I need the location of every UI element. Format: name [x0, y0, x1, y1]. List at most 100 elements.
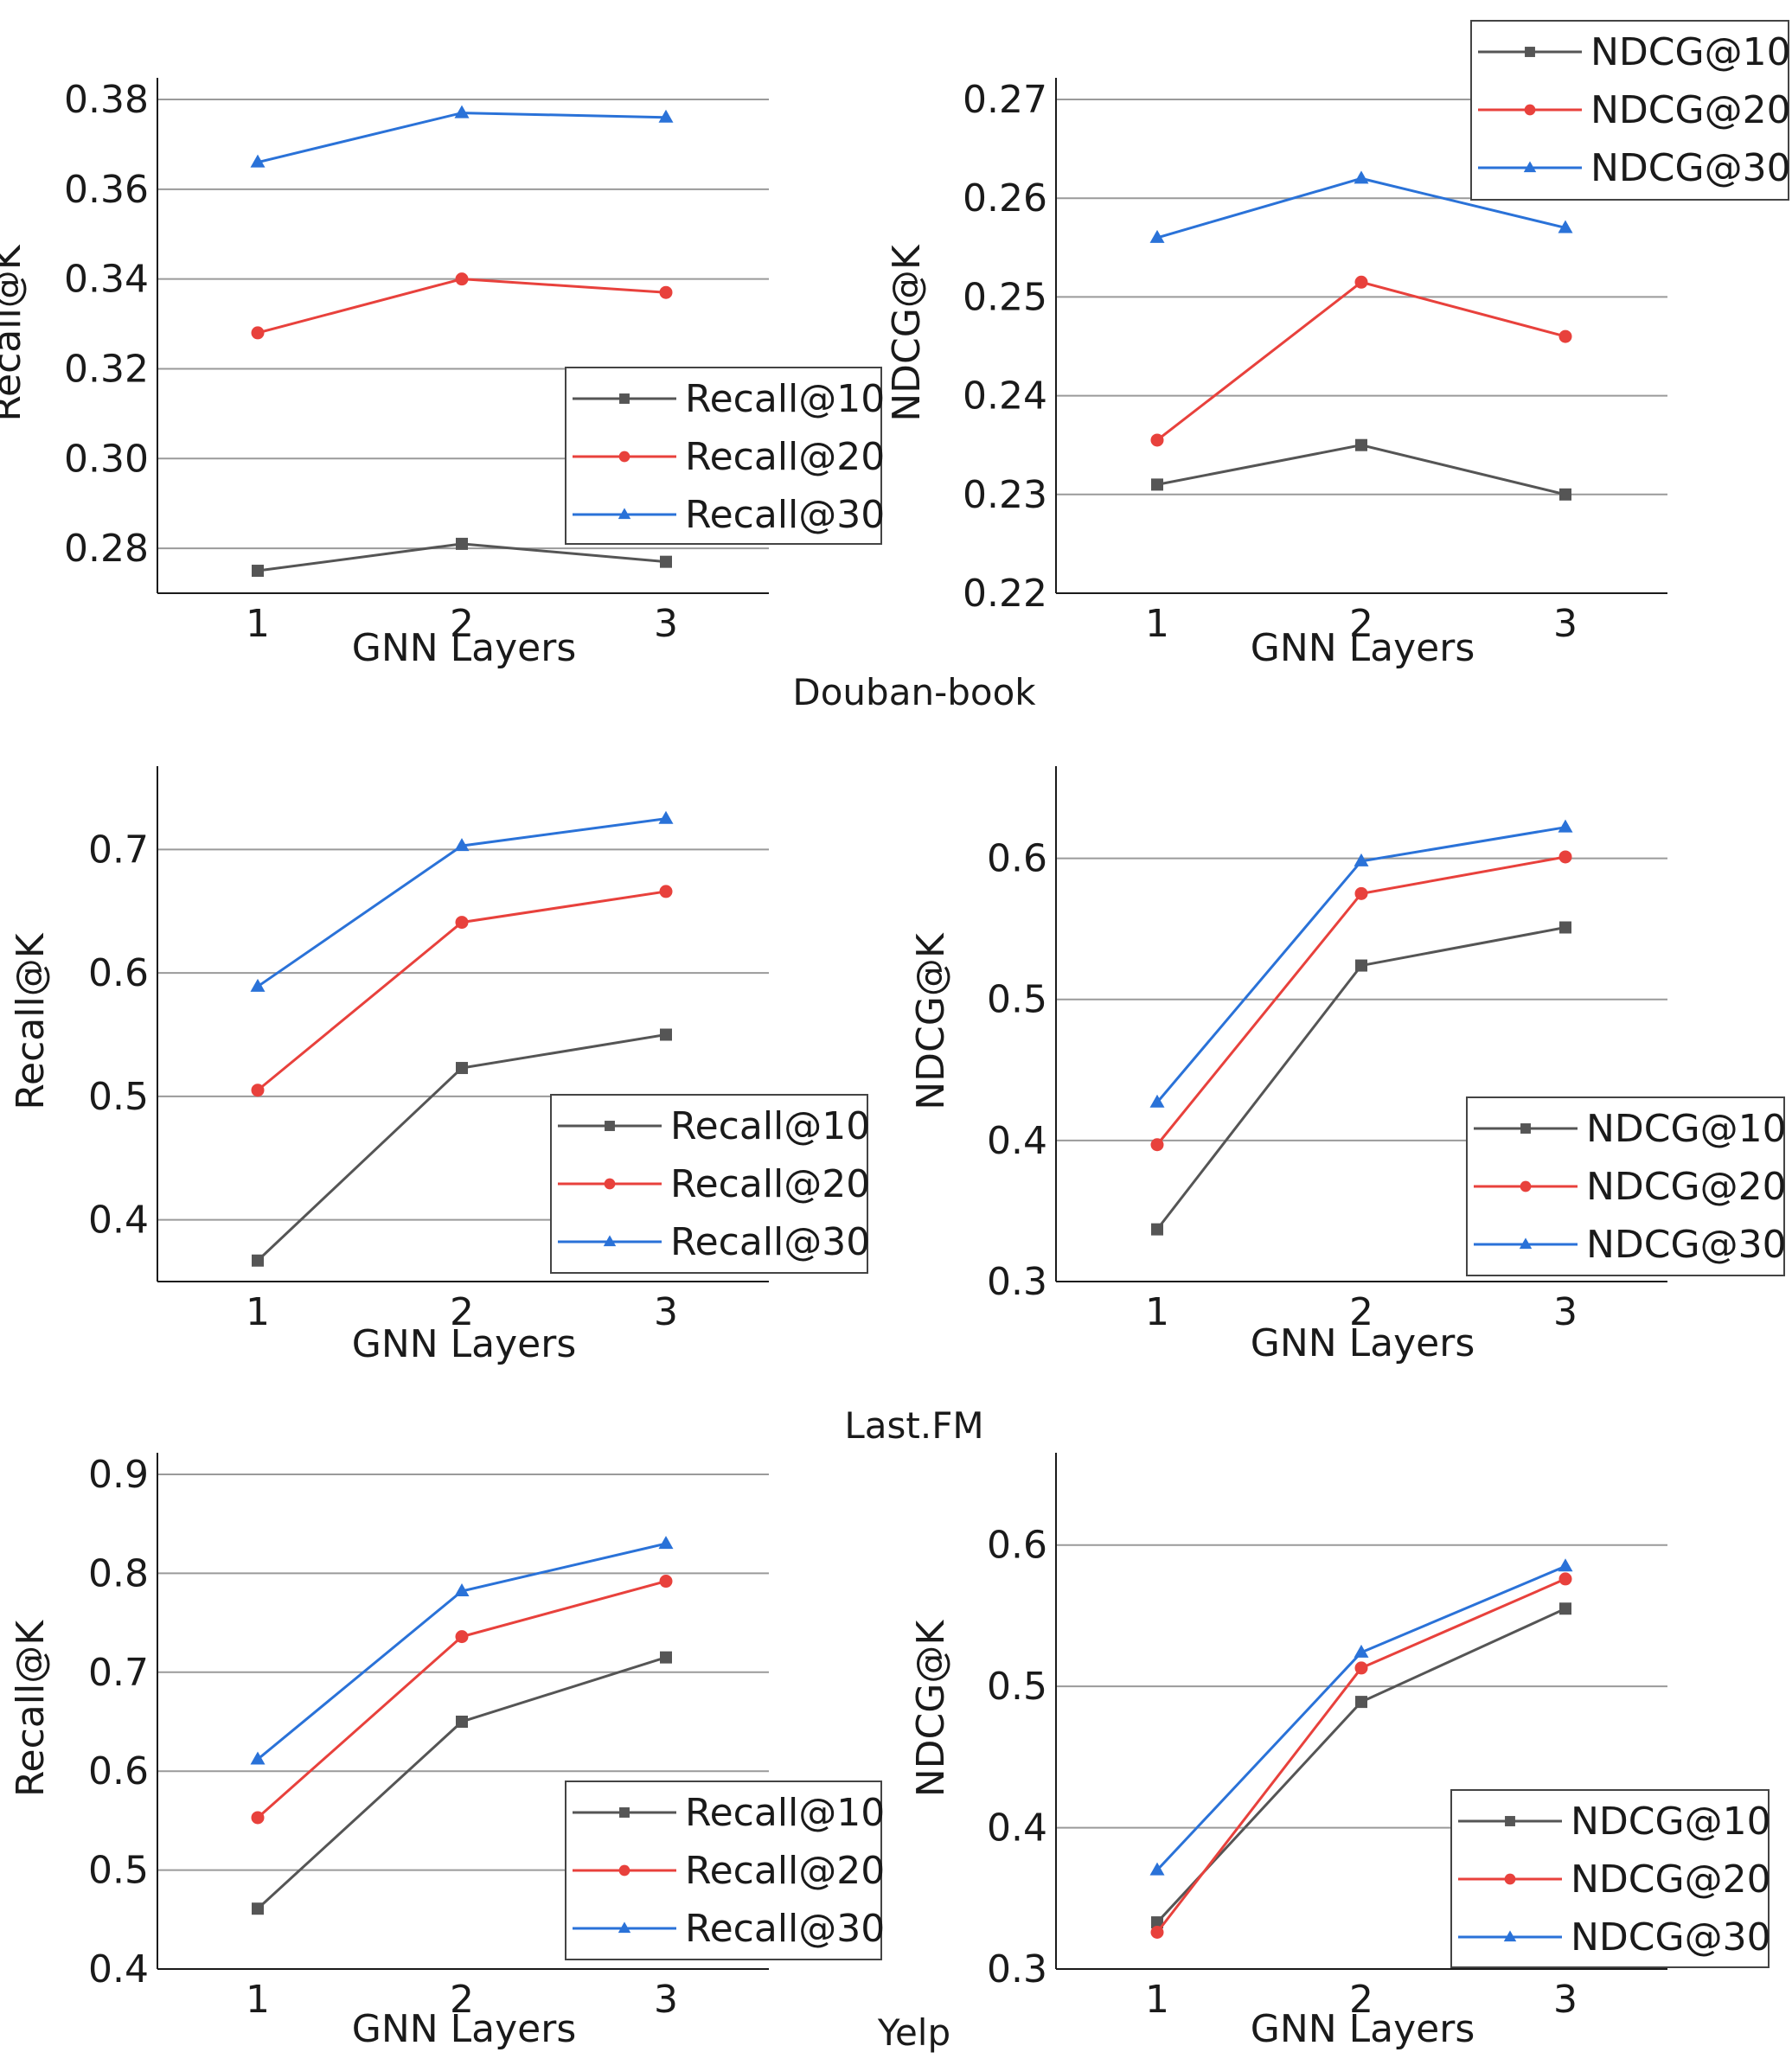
data-point-ndcg-at-20 [1354, 1661, 1368, 1675]
data-point-ndcg-at-10 [1151, 1223, 1163, 1236]
data-point-recall-at-30 [658, 810, 674, 824]
y-tick-label: 0.32 [64, 347, 149, 391]
y-tick-label: 0.6 [88, 1749, 149, 1793]
y-tick-label: 0.34 [64, 258, 149, 302]
legend: Recall@10 Recall@20 Recall@30 [565, 1781, 885, 1960]
data-point-ndcg-at-10 [1355, 1696, 1367, 1709]
x-tick-label: 1 [1145, 1978, 1169, 2022]
data-point-ndcg-at-30 [1558, 1558, 1573, 1572]
legend-swatch-marker [603, 1235, 617, 1247]
data-point-ndcg-at-20 [1354, 886, 1368, 900]
data-point-recall-at-30 [454, 105, 470, 118]
data-point-recall-at-20 [455, 272, 469, 286]
legend-label: Recall@30 [670, 1220, 870, 1264]
x-tick-label: 2 [1349, 602, 1373, 646]
series-line-ndcg-at-10 [1156, 444, 1566, 496]
x-tick-label: 3 [654, 1290, 678, 1334]
legend-label: Recall@10 [670, 1104, 870, 1148]
data-point-ndcg-at-20 [1150, 433, 1164, 447]
section-label-yelp: Yelp [877, 2011, 950, 2054]
data-point-ndcg-at-10 [1559, 1602, 1571, 1615]
x-axis-label: GNN Layers [1251, 1321, 1475, 1365]
data-point-recall-at-20 [659, 1575, 673, 1589]
series-line-recall-at-20 [257, 278, 667, 335]
data-point-ndcg-at-20 [1558, 850, 1572, 864]
data-point-recall-at-20 [251, 1811, 265, 1825]
legend-label: Recall@20 [685, 435, 885, 479]
data-point-ndcg-at-30 [1149, 1862, 1165, 1876]
x-tick-label: 2 [1349, 1290, 1373, 1334]
legend-swatch-marker [618, 1864, 630, 1876]
x-tick-label: 1 [246, 1290, 270, 1334]
x-tick-label: 1 [1145, 1290, 1169, 1334]
data-point-recall-at-30 [250, 1751, 266, 1765]
series-line-ndcg-at-20 [1156, 280, 1566, 442]
legend-swatch-marker [1503, 1930, 1517, 1942]
data-point-ndcg-at-30 [1354, 170, 1369, 184]
legend-label: NDCG@10 [1571, 1800, 1771, 1844]
data-point-recall-at-30 [658, 1536, 674, 1550]
y-tick-label: 0.7 [88, 828, 149, 872]
y-tick-label: 0.4 [987, 1119, 1047, 1163]
x-tick-label: 1 [1145, 602, 1169, 646]
legend: NDCG@10 NDCG@20 NDCG@30 [1466, 1096, 1787, 1276]
chart-panel-3: 0.4 0.5 0.6 0.7 1 2 3 GNN Layers Recall@K Recall@… [9, 766, 870, 1366]
y-tick-label: 0.9 [88, 1453, 149, 1497]
y-tick-label: 0.26 [963, 176, 1047, 221]
data-point-recall-at-30 [454, 1582, 470, 1596]
data-point-recall-at-10 [660, 1028, 672, 1041]
y-tick-label: 0.7 [88, 1651, 149, 1695]
legend-label: NDCG@30 [1590, 146, 1791, 190]
y-tick-label: 0.27 [963, 78, 1047, 122]
y-tick-label: 0.4 [88, 1199, 149, 1243]
legend: NDCG@10 NDCG@20 NDCG@30 [1450, 1789, 1771, 1968]
data-point-ndcg-at-20 [1150, 1138, 1164, 1152]
data-point-ndcg-at-10 [1355, 959, 1367, 972]
x-axis-label: GNN Layers [352, 1322, 577, 1366]
data-point-ndcg-at-20 [1558, 329, 1572, 343]
data-point-recall-at-20 [251, 326, 265, 340]
data-point-ndcg-at-10 [1355, 438, 1367, 451]
y-axis-label: Recall@K [9, 932, 53, 1109]
x-tick-label: 3 [1553, 602, 1578, 646]
data-point-ndcg-at-10 [1151, 1916, 1163, 1929]
data-point-ndcg-at-10 [1559, 921, 1571, 934]
data-point-recall-at-30 [250, 154, 266, 168]
y-tick-label: 0.22 [963, 572, 1047, 616]
y-tick-label: 0.5 [987, 1665, 1047, 1709]
legend-swatch-marker [605, 1121, 615, 1131]
data-point-recall-at-20 [659, 885, 673, 898]
x-tick-label: 2 [1349, 1978, 1373, 2022]
y-axis-label: Recall@K [9, 1620, 53, 1797]
legend-label: NDCG@30 [1571, 1915, 1771, 1960]
x-axis-label: GNN Layers [352, 2007, 577, 2051]
data-point-recall-at-30 [250, 978, 266, 992]
legend-label: Recall@20 [670, 1162, 870, 1206]
data-point-recall-at-10 [252, 565, 264, 578]
x-tick-label: 2 [450, 1290, 474, 1334]
data-point-ndcg-at-10 [1559, 488, 1571, 501]
legend-label: NDCG@10 [1586, 1107, 1787, 1151]
y-tick-label: 0.28 [64, 527, 149, 571]
data-point-recall-at-20 [455, 916, 469, 930]
x-tick-label: 3 [654, 1978, 678, 2022]
legend-label: Recall@10 [685, 377, 885, 421]
legend-swatch-marker [1520, 1123, 1531, 1134]
series-line-recall-at-30 [257, 112, 667, 164]
data-point-recall-at-10 [252, 1254, 264, 1267]
data-point-recall-at-10 [660, 555, 672, 568]
x-axis-label: GNN Layers [352, 626, 577, 670]
y-tick-label: 0.5 [987, 978, 1047, 1022]
data-point-recall-at-10 [660, 1651, 672, 1664]
y-tick-label: 0.3 [987, 1260, 1047, 1304]
legend-label: NDCG@20 [1586, 1165, 1787, 1209]
data-point-recall-at-10 [456, 1716, 468, 1728]
legend-swatch-marker [619, 1807, 630, 1818]
section-label-lastfm: Last.FM [844, 1404, 983, 1447]
legend: Recall@10 Recall@20 Recall@30 [565, 367, 885, 545]
data-point-ndcg-at-30 [1354, 853, 1369, 866]
legend-swatch-marker [618, 451, 630, 463]
x-tick-label: 1 [246, 1978, 270, 2022]
